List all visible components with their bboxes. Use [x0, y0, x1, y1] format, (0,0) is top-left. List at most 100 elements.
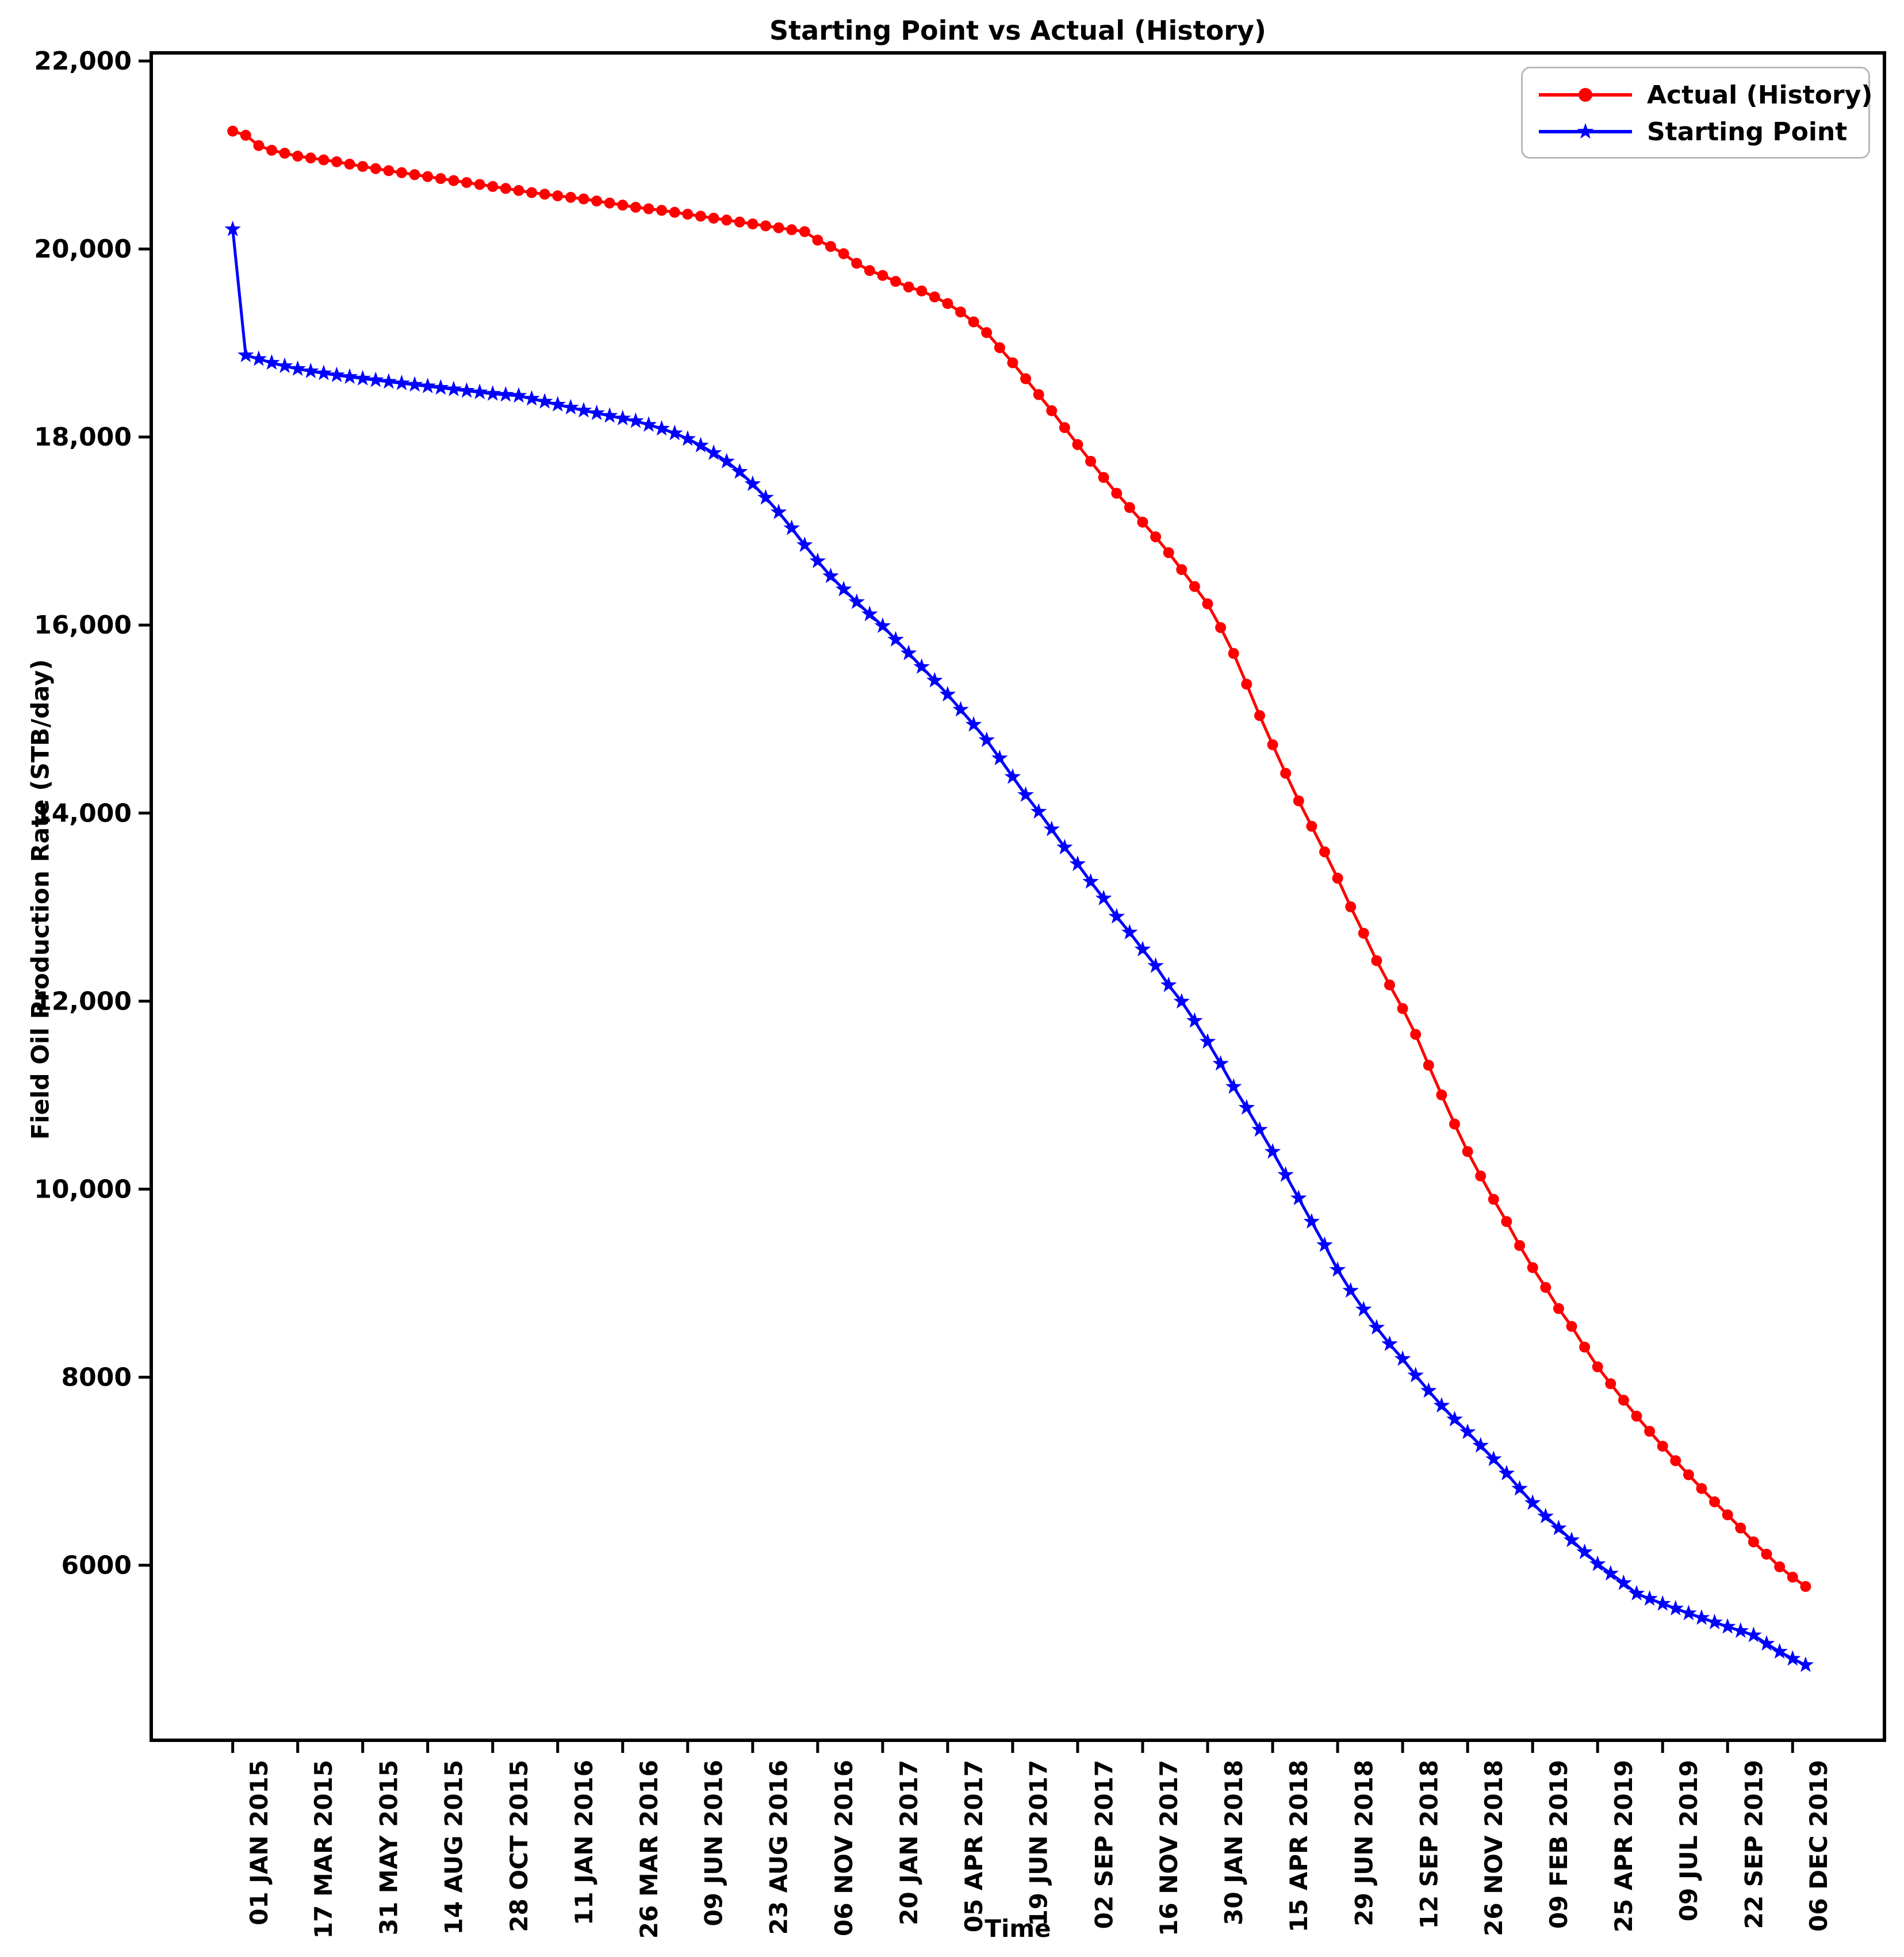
data-point-marker [1657, 1441, 1668, 1452]
data-point-marker [955, 306, 966, 318]
data-point-marker [773, 222, 784, 233]
data-point-marker [1550, 1519, 1567, 1536]
data-point-marker [952, 701, 969, 717]
data-point-marker [578, 193, 589, 205]
plot-mask-right [1886, 0, 1904, 1957]
data-point-marker [1472, 1437, 1489, 1453]
plot-mask-bottom [0, 1741, 1904, 1957]
data-point-marker [419, 377, 436, 393]
data-point-marker [822, 567, 839, 584]
data-point-marker [1056, 839, 1073, 855]
data-point-marker [562, 398, 579, 415]
data-point-marker [357, 161, 369, 172]
data-point-marker [1108, 908, 1125, 924]
data-point-marker [1293, 795, 1304, 807]
data-point-marker [1147, 957, 1164, 973]
data-point-marker [1501, 1216, 1512, 1227]
data-point-marker [614, 409, 631, 425]
data-point-marker [536, 393, 553, 409]
data-point-marker [1618, 1395, 1629, 1406]
x-axis-label: Time [984, 1914, 1051, 1943]
data-point-marker [1280, 768, 1292, 779]
data-point-marker [900, 644, 917, 661]
data-point-marker [370, 163, 381, 174]
data-point-marker [1605, 1378, 1616, 1390]
axes-frame [150, 51, 1886, 1742]
data-point-marker [1251, 1121, 1268, 1137]
data-point-marker [770, 504, 787, 520]
series-line-starting-point [231, 229, 1806, 1667]
data-point-marker [1719, 1618, 1736, 1634]
data-point-marker [289, 360, 306, 376]
legend-entry-starting-point: Starting Point [1537, 113, 1868, 150]
data-point-marker [1449, 1118, 1460, 1130]
data-point-marker [835, 581, 852, 597]
data-point-marker [1176, 564, 1187, 575]
data-point-marker [692, 436, 709, 452]
data-point-marker [1462, 1146, 1473, 1157]
data-point-marker [591, 195, 603, 207]
data-point-marker [279, 148, 290, 159]
data-point-marker [757, 489, 774, 505]
data-point-marker [318, 154, 330, 166]
data-point-marker [539, 189, 550, 200]
data-point-marker [1722, 1509, 1733, 1521]
data-point-marker [380, 373, 397, 389]
data-point-marker [1059, 422, 1070, 433]
data-point-marker [848, 593, 865, 609]
data-point-marker [1800, 1581, 1811, 1592]
y-tick-label: 6000 [62, 1551, 132, 1580]
data-point-marker [1615, 1574, 1632, 1590]
data-point-marker [695, 210, 706, 222]
data-point-marker [1017, 786, 1034, 802]
data-point-marker [682, 209, 694, 220]
data-point-marker [786, 224, 798, 236]
data-point-marker [1680, 1605, 1697, 1621]
data-point-marker [1475, 1171, 1487, 1181]
data-point-marker [1576, 1543, 1593, 1559]
data-point-marker [874, 617, 891, 633]
data-point-marker [448, 175, 459, 186]
data-point-marker [240, 129, 251, 141]
data-point-marker [1436, 1089, 1447, 1100]
data-point-marker [1631, 1410, 1642, 1422]
data-point-marker [1150, 531, 1162, 543]
legend-label: Actual (History) [1647, 80, 1873, 110]
data-point-marker [1641, 1590, 1658, 1606]
data-point-marker [812, 235, 823, 246]
data-point-marker [500, 183, 511, 194]
data-point-marker [1784, 1650, 1801, 1666]
data-point-marker [471, 383, 488, 400]
data-point-marker [1735, 1522, 1746, 1534]
data-point-marker [1384, 979, 1395, 991]
series-line-actual-history [232, 129, 1807, 1588]
data-point-marker [916, 285, 928, 297]
data-point-marker [1303, 1213, 1320, 1229]
data-point-marker [1137, 516, 1148, 528]
data-point-marker [968, 316, 979, 328]
data-point-marker [396, 167, 407, 178]
data-point-marker [1004, 768, 1021, 784]
data-point-marker [747, 218, 758, 229]
data-point-marker [1368, 1319, 1385, 1335]
data-point-marker [1420, 1382, 1437, 1398]
chart-title: Starting Point vs Actual (History) [769, 15, 1266, 46]
data-point-marker [1254, 710, 1265, 722]
data-point-marker [653, 420, 670, 436]
data-point-marker [617, 199, 629, 211]
data-point-marker [549, 396, 566, 412]
plot-mask-left [0, 0, 150, 1957]
y-tick-label: 12,000 [34, 987, 132, 1016]
data-point-marker [552, 190, 564, 202]
data-point-marker [1072, 439, 1083, 450]
data-point-marker [1566, 1321, 1577, 1332]
data-point-marker [1124, 502, 1135, 513]
data-point-marker [1043, 820, 1060, 836]
data-point-marker [679, 430, 696, 446]
data-point-marker [721, 214, 733, 226]
data-point-marker [1514, 1240, 1526, 1251]
data-point-marker [1511, 1480, 1528, 1496]
legend-label: Starting Point [1647, 117, 1848, 147]
